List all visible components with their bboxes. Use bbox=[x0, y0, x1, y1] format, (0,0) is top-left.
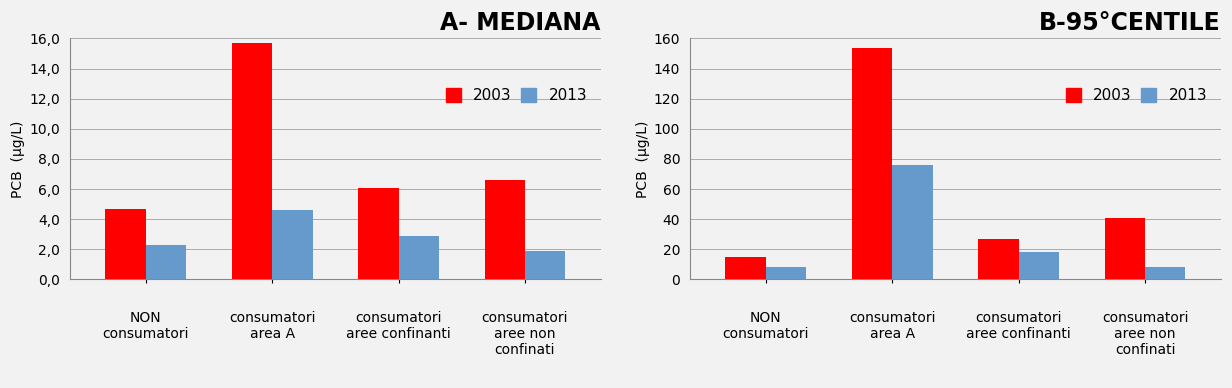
Bar bbox=[525, 251, 565, 279]
Bar bbox=[1019, 252, 1060, 279]
Bar bbox=[726, 257, 766, 279]
Bar bbox=[232, 43, 272, 279]
Bar bbox=[1145, 267, 1185, 279]
Bar bbox=[399, 236, 439, 279]
Text: consumatori
aree non
confinati: consumatori aree non confinati bbox=[482, 311, 568, 357]
Text: NON
consumatori: NON consumatori bbox=[102, 311, 188, 341]
Bar bbox=[145, 245, 186, 279]
Bar bbox=[892, 165, 933, 279]
Legend: 2003, 2013: 2003, 2013 bbox=[440, 82, 593, 109]
Legend: 2003, 2013: 2003, 2013 bbox=[1060, 82, 1214, 109]
Y-axis label: PCB  (μg/L): PCB (μg/L) bbox=[11, 120, 25, 197]
Text: B-95°CENTILE: B-95°CENTILE bbox=[1039, 11, 1221, 35]
Bar bbox=[359, 187, 399, 279]
Text: consumatori
area A: consumatori area A bbox=[229, 311, 315, 341]
Bar bbox=[272, 210, 313, 279]
Text: consumatori
aree confinanti: consumatori aree confinanti bbox=[966, 311, 1071, 341]
Y-axis label: PCB  (μg/L): PCB (μg/L) bbox=[636, 120, 649, 197]
Text: NON
consumatori: NON consumatori bbox=[722, 311, 809, 341]
Bar bbox=[978, 239, 1019, 279]
Text: A- MEDIANA: A- MEDIANA bbox=[441, 11, 601, 35]
Bar bbox=[766, 267, 806, 279]
Bar bbox=[1105, 218, 1145, 279]
Bar bbox=[851, 48, 892, 279]
Text: consumatori
aree non
confinati: consumatori aree non confinati bbox=[1101, 311, 1189, 357]
Bar bbox=[105, 209, 145, 279]
Text: consumatori
aree confinanti: consumatori aree confinanti bbox=[346, 311, 451, 341]
Bar bbox=[484, 180, 525, 279]
Text: consumatori
area A: consumatori area A bbox=[849, 311, 935, 341]
